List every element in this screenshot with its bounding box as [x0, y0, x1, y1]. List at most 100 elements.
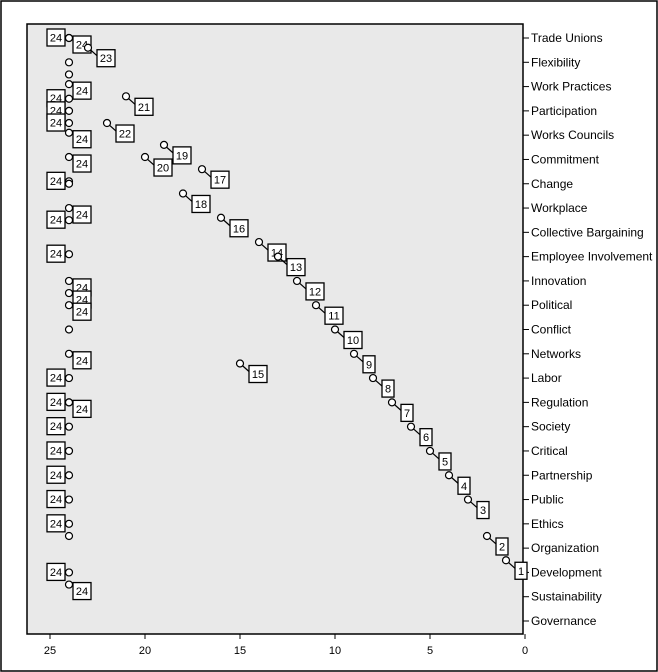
point-label: 17	[214, 175, 226, 187]
data-point: 21	[121, 92, 154, 116]
category-label: Trade Unions	[531, 31, 603, 45]
category-label: Public	[531, 493, 564, 507]
point-marker	[349, 349, 359, 358]
label-box	[419, 428, 433, 447]
point-label: 24	[50, 118, 62, 130]
point-label: 24	[50, 494, 62, 506]
point-marker	[102, 118, 112, 128]
category-label: Partnership	[531, 468, 593, 482]
data-point: 5	[425, 446, 452, 471]
point-marker	[64, 106, 74, 115]
point-label: 24	[76, 586, 88, 598]
point-marker	[140, 152, 150, 162]
category-label: Innovation	[531, 274, 586, 288]
point-marker	[64, 373, 74, 383]
category-label: Critical	[531, 444, 568, 458]
point-label: 8	[385, 384, 391, 396]
point-marker	[64, 152, 74, 162]
category-label: Flexibility	[531, 55, 580, 69]
point-label: 19	[176, 150, 188, 162]
point-label: 11	[328, 311, 339, 323]
category-label: Commitment	[531, 152, 600, 166]
x-tick-label: 15	[234, 645, 246, 657]
category-label: Regulation	[531, 395, 588, 409]
data-point: 24	[64, 128, 92, 149]
point-marker	[64, 276, 74, 286]
plot-area	[26, 23, 524, 635]
data-point: 24	[46, 244, 74, 263]
point-marker	[311, 301, 321, 310]
point-label: 21	[138, 102, 150, 114]
point-label: 24	[50, 567, 62, 579]
category-label: Organization	[531, 541, 599, 555]
label-box	[305, 282, 325, 301]
point-label: 24	[50, 397, 62, 409]
point-label: 7	[404, 408, 410, 420]
point-marker	[64, 495, 74, 504]
label-box	[72, 130, 92, 149]
point-label: 24	[76, 404, 88, 416]
category-label: Governance	[531, 614, 597, 628]
point-marker	[387, 398, 397, 407]
data-point: 24	[46, 417, 74, 436]
point-marker	[64, 568, 74, 577]
data-point: 24	[46, 562, 74, 582]
point-marker	[64, 58, 74, 67]
point-marker	[444, 471, 454, 480]
data-point: 24	[46, 210, 74, 229]
data-point: 22	[102, 118, 135, 143]
category-label: Collective Bargaining	[531, 225, 644, 239]
point-label: 24	[76, 159, 88, 171]
label-box	[495, 537, 509, 556]
point-label: 24	[50, 215, 62, 227]
point-marker	[292, 276, 302, 286]
data-point: 16	[216, 213, 249, 238]
label-box	[229, 219, 249, 238]
label-box	[115, 124, 135, 143]
y-axis: Trade Unions Flexibility Work Practices Par…	[523, 31, 653, 628]
label-box	[476, 500, 490, 520]
point-label: 24	[50, 373, 62, 385]
point-label: 24	[50, 518, 62, 530]
point-label: 18	[195, 199, 207, 211]
point-marker	[64, 471, 74, 480]
point-marker	[64, 216, 74, 225]
label-box	[324, 306, 344, 325]
label-box	[72, 302, 92, 321]
point-label: 24	[50, 249, 62, 261]
data-point: 2	[482, 531, 509, 556]
point-marker	[64, 580, 74, 589]
point-marker	[64, 203, 74, 213]
point-marker	[406, 422, 416, 431]
point-marker	[83, 43, 93, 52]
data-point: 13	[273, 252, 306, 277]
point-marker	[482, 531, 492, 541]
point-marker	[273, 252, 283, 261]
label-box	[72, 81, 92, 100]
data-point: 4	[444, 471, 471, 495]
label-box	[96, 49, 116, 68]
point-label: 24	[50, 445, 62, 457]
point-marker	[64, 33, 74, 43]
label-box	[72, 351, 92, 370]
category-label: Conflict	[531, 323, 572, 337]
data-point: 9	[349, 349, 376, 374]
data-point: 24	[46, 171, 74, 190]
point-marker	[425, 446, 435, 456]
data-point: 24	[64, 301, 92, 321]
point-marker	[64, 531, 74, 541]
point-label: 10	[347, 335, 359, 347]
data-point: 24	[64, 580, 92, 601]
point-marker	[64, 70, 74, 79]
data-point: 6	[406, 422, 433, 447]
data-point: 8	[368, 373, 395, 398]
data-point: 7	[387, 398, 414, 423]
x-tick-label: 0	[522, 645, 528, 657]
point-label: 9	[366, 359, 372, 371]
x-tick-label: 5	[427, 645, 433, 657]
data-point: 17	[197, 165, 230, 189]
category-label: Sustainability	[531, 590, 602, 604]
label-box	[153, 158, 173, 177]
label-box	[191, 194, 211, 214]
data-point: 24	[46, 514, 74, 533]
